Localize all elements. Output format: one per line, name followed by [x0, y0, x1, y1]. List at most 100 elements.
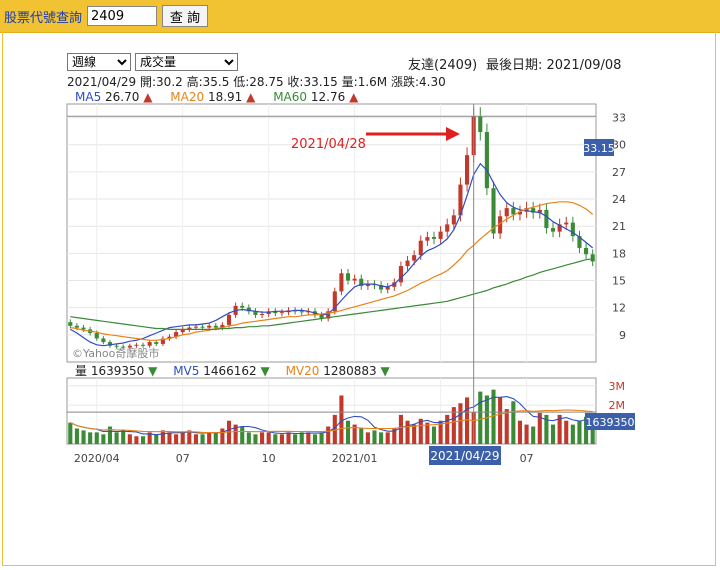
indicator-select[interactable]: 成交量: [135, 53, 238, 71]
candle-body: [253, 311, 258, 315]
candle-body: [537, 209, 542, 213]
ma60-value: 12.76: [310, 90, 346, 104]
candle-body: [326, 311, 331, 319]
last-volume-box: [585, 413, 635, 430]
volume-bar: [160, 430, 165, 444]
volume-bar: [154, 434, 159, 444]
volume-tick-label: 2M: [609, 399, 626, 412]
volume-bar: [511, 401, 516, 444]
volume-bar: [345, 420, 351, 444]
volume-bar: [550, 424, 556, 444]
candle-body: [147, 342, 152, 346]
candle-body: [187, 327, 192, 330]
candle-body: [465, 155, 470, 185]
candle-body: [279, 312, 284, 314]
volume-bar: [564, 420, 569, 444]
crosshair-date-tag: 2021/04/29: [429, 446, 501, 465]
price-tick-label: 27: [612, 166, 626, 179]
volume-bar: [398, 414, 403, 444]
candle-body: [352, 278, 357, 281]
candle-body: [557, 224, 562, 232]
stock-name: 友達(2409): [408, 58, 478, 73]
price-tick-label: 9: [619, 329, 626, 342]
lookup-label: 股票代號查詢: [4, 11, 83, 26]
candle-body: [398, 266, 403, 283]
info-low: 低:28.75: [233, 75, 284, 89]
volume-bar: [445, 414, 450, 444]
candle-body: [94, 333, 99, 339]
candle-body: [379, 285, 384, 290]
volume-bar: [412, 424, 417, 444]
candle-body: [114, 345, 119, 347]
volume-bar: [359, 428, 364, 444]
volume-bar: [193, 434, 198, 444]
volume-bar: [293, 434, 298, 444]
volume-bar: [260, 432, 265, 444]
volume-bar: [273, 434, 278, 444]
candle-body: [154, 342, 159, 344]
volume-bar: [253, 434, 258, 444]
candle-body: [273, 311, 278, 314]
volume-bar: [332, 414, 337, 444]
volume-plot-frame: [66, 377, 597, 445]
volume-bar: [180, 432, 185, 444]
volume-bars: [68, 389, 595, 444]
volume-bar: [570, 424, 575, 444]
crosshair-date: 2021/04/29: [430, 449, 499, 463]
candle-body: [405, 260, 410, 267]
volume-bar: [127, 434, 132, 444]
candle-body: [412, 255, 417, 261]
candle-body: [511, 208, 516, 215]
mv5-value: 1466162: [203, 364, 257, 378]
candle-body: [180, 329, 185, 333]
search-button[interactable]: 查 詢: [162, 5, 208, 27]
volume-bar: [174, 434, 179, 444]
mv20-value: 1280883: [323, 364, 377, 378]
candle-body: [458, 184, 463, 216]
x-tick-label: 2020/04: [74, 452, 120, 465]
vol-label: 量: [75, 364, 88, 378]
period-select[interactable]: 週線: [67, 53, 131, 71]
ma5-line: [70, 162, 594, 347]
volume-bar: [326, 426, 331, 444]
volume-bar: [147, 432, 152, 444]
mv20-arrow-icon: ▼: [380, 364, 390, 378]
candle-body: [74, 325, 79, 328]
volume-bar: [81, 430, 86, 444]
x-tick-label: 2021/01: [332, 452, 378, 465]
candle-body: [193, 326, 198, 328]
candle-info: 2021/04/29 開:30.2 高:35.5 低:28.75 收:33.15…: [67, 73, 446, 90]
crosshair-date-box: [429, 446, 501, 465]
candle-body: [431, 237, 437, 239]
volume-bar: [431, 426, 437, 444]
price-tick-label: 21: [612, 220, 626, 233]
volume-bar: [74, 428, 79, 444]
volume-bar: [220, 428, 225, 444]
stock-code-input[interactable]: [87, 6, 157, 26]
mv5-label: MV5: [173, 364, 200, 378]
ma5-label: MA5: [75, 90, 102, 104]
volume-bar: [465, 397, 470, 444]
arrow-annotation: 2021/04/28: [291, 127, 460, 152]
volume-bar: [94, 432, 99, 444]
x-tick-label: 10: [262, 452, 276, 465]
ma5-value: 26.70: [105, 90, 140, 104]
candle-body: [207, 325, 212, 328]
volume-bar: [140, 436, 146, 444]
candles: [68, 107, 595, 350]
volume-bar: [299, 432, 304, 444]
x-tick-label: 07: [520, 452, 534, 465]
last-price-label: 33.15: [583, 142, 615, 155]
volume-bar: [319, 432, 324, 444]
price-tick-label: 12: [612, 302, 626, 315]
volume-bar: [379, 432, 384, 444]
info-change: 漲跌:4.30: [390, 75, 446, 89]
volume-bar: [491, 389, 496, 444]
volume-bar: [392, 428, 397, 444]
volume-bar: [498, 397, 503, 444]
candle-body: [498, 216, 503, 234]
axes: 9 12 15 18 21 24 27 30 33 2M 3M 2020/04 07 10 2021/01 0…: [74, 112, 626, 465]
vol-value: 1639350: [90, 364, 145, 378]
volume-bar: [438, 420, 443, 444]
